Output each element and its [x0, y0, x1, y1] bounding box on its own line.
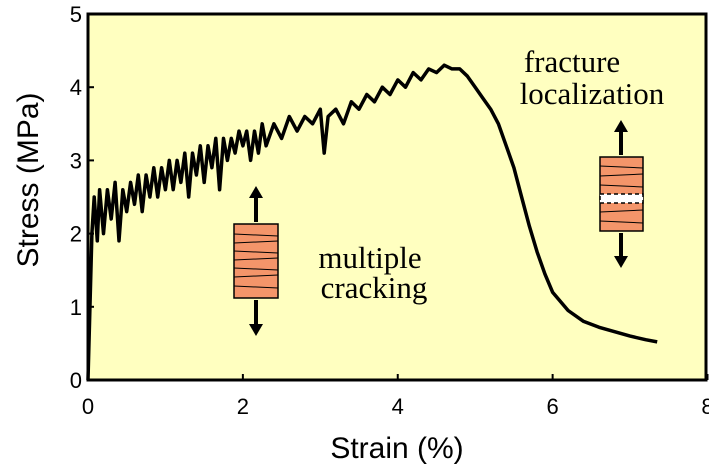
- y-axis-label: Stress (MPa): [12, 92, 45, 267]
- stress-strain-curve: [86, 63, 658, 381]
- y-tick-label: 1: [70, 295, 82, 320]
- x-tick-label: 2: [237, 394, 249, 419]
- y-tick-label: 4: [70, 75, 82, 100]
- x-tick-label: 0: [82, 394, 94, 419]
- annotation-line: multiple: [318, 240, 421, 275]
- y-tick-label: 3: [70, 148, 82, 173]
- specimen-icon-localization: [599, 120, 644, 268]
- specimen-icon-multiple: [233, 186, 279, 336]
- annotation-line: localization: [520, 76, 665, 111]
- y-tick-label: 2: [70, 222, 82, 247]
- plot-layer: [86, 13, 709, 381]
- annotation-line: fracture: [524, 44, 620, 79]
- x-tick-label: 6: [547, 394, 559, 419]
- x-axis-label: Strain (%): [330, 432, 463, 465]
- y-tick-label: 5: [70, 2, 82, 27]
- y-tick-label: 0: [70, 368, 82, 393]
- annotation-line: cracking: [321, 270, 428, 305]
- x-tick-label: 8: [701, 394, 709, 419]
- x-tick-label: 4: [392, 394, 404, 419]
